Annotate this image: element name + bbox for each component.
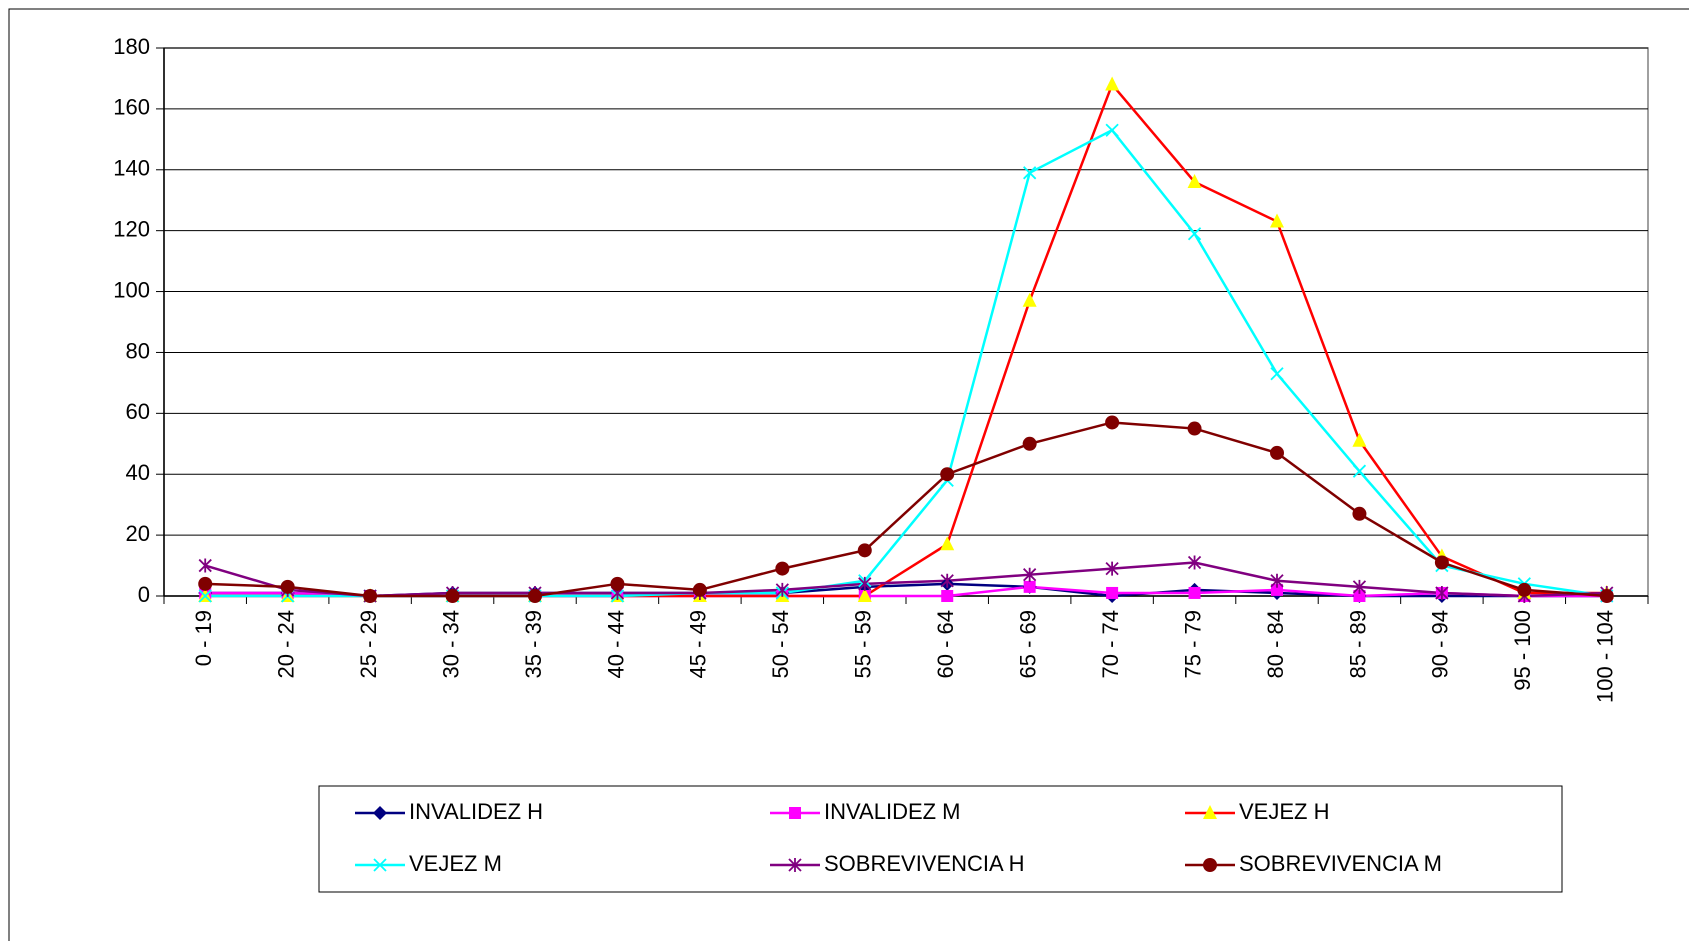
data-point	[198, 589, 212, 603]
data-point	[1022, 436, 1037, 451]
legend-label: SOBREVIVENCIA M	[1239, 851, 1442, 876]
data-point	[1106, 586, 1119, 599]
x-tick-label: 75 - 79	[1180, 610, 1205, 679]
data-point	[857, 543, 872, 558]
data-point	[857, 588, 872, 602]
data-point	[445, 589, 460, 603]
data-point	[280, 579, 295, 594]
data-point	[1023, 166, 1037, 180]
data-point	[1352, 506, 1367, 521]
x-tick-label: 25 - 29	[356, 610, 381, 679]
data-point	[1105, 76, 1120, 91]
data-point	[1599, 589, 1614, 603]
data-point	[1271, 583, 1283, 596]
y-tick-label: 80	[126, 338, 150, 363]
data-point	[1187, 227, 1202, 241]
data-point	[1435, 585, 1449, 600]
legend-marker	[1203, 858, 1217, 872]
legend-label: INVALIDEZ H	[409, 799, 543, 824]
data-point	[1105, 123, 1119, 137]
x-tick-label: 100 - 104	[1593, 610, 1618, 703]
chart-border	[8, 8, 1689, 941]
x-tick-label: 0 - 19	[191, 610, 216, 666]
x-tick-label: 40 - 44	[603, 610, 628, 679]
x-tick-label: 55 - 59	[851, 610, 876, 679]
data-point	[1188, 586, 1201, 599]
x-tick-label: 85 - 89	[1345, 610, 1370, 679]
x-tick-label: 65 - 69	[1015, 610, 1040, 679]
x-tick-label: 80 - 84	[1263, 610, 1288, 679]
data-point	[363, 589, 378, 603]
data-point	[1270, 213, 1284, 228]
legend-marker	[373, 858, 387, 872]
data-point	[1187, 555, 1202, 570]
data-point	[692, 582, 707, 597]
data-point	[940, 536, 955, 551]
y-tick-label: 20	[126, 521, 150, 546]
data-point	[1105, 415, 1120, 430]
data-point	[1023, 567, 1037, 582]
x-tick-label: 95 - 100	[1510, 610, 1535, 691]
data-point	[941, 590, 954, 602]
y-tick-label: 180	[113, 34, 150, 59]
x-tick-label: 60 - 64	[933, 610, 958, 679]
x-tick-label: 50 - 54	[768, 610, 793, 679]
x-tick-label: 90 - 94	[1428, 610, 1453, 679]
data-point	[1353, 590, 1366, 602]
y-tick-label: 120	[113, 216, 150, 241]
series-line	[205, 82, 1607, 598]
series-line	[205, 421, 1607, 598]
x-tick-label: 30 - 34	[438, 610, 463, 679]
data-point	[775, 561, 790, 576]
data-point	[1352, 464, 1367, 478]
data-point	[1022, 292, 1037, 307]
y-tick-label: 0	[138, 582, 150, 607]
series-line	[204, 561, 1607, 598]
data-point	[1187, 173, 1202, 188]
data-point	[1270, 445, 1284, 460]
data-point	[1023, 580, 1036, 593]
legend-label: INVALIDEZ M	[824, 799, 961, 824]
data-point	[1187, 421, 1202, 436]
data-point	[198, 576, 213, 591]
x-tick-label: 20 - 24	[273, 610, 298, 679]
y-tick-label: 160	[113, 95, 150, 120]
data-point	[1517, 582, 1532, 597]
legend-marker	[1203, 805, 1217, 819]
y-tick-label: 140	[113, 156, 150, 181]
x-tick-label: 45 - 49	[686, 610, 711, 679]
x-tick-label: 35 - 39	[521, 610, 546, 679]
legend-marker	[788, 858, 802, 872]
data-point	[1352, 432, 1367, 447]
legend-box	[318, 785, 1563, 893]
data-point	[858, 576, 872, 591]
legend-marker	[789, 807, 801, 819]
data-point	[1105, 561, 1119, 576]
data-point	[198, 558, 212, 573]
x-tick-label: 70 - 74	[1098, 610, 1123, 679]
data-point	[528, 589, 542, 603]
data-point	[775, 582, 789, 597]
y-tick-label: 40	[126, 460, 150, 485]
data-point	[940, 573, 954, 588]
legend-label: VEJEZ H	[1239, 799, 1329, 824]
legend-label: SOBREVIVENCIA H	[824, 851, 1025, 876]
data-point	[940, 467, 955, 482]
y-tick-label: 60	[126, 399, 150, 424]
legend-label: VEJEZ M	[409, 851, 502, 876]
data-point	[610, 576, 625, 591]
legend-marker	[373, 806, 387, 820]
data-point	[1270, 573, 1284, 588]
y-tick-label: 100	[113, 277, 150, 302]
data-point	[1434, 555, 1449, 570]
series-line	[205, 128, 1607, 598]
data-point	[1270, 367, 1284, 381]
data-point	[1352, 579, 1367, 594]
